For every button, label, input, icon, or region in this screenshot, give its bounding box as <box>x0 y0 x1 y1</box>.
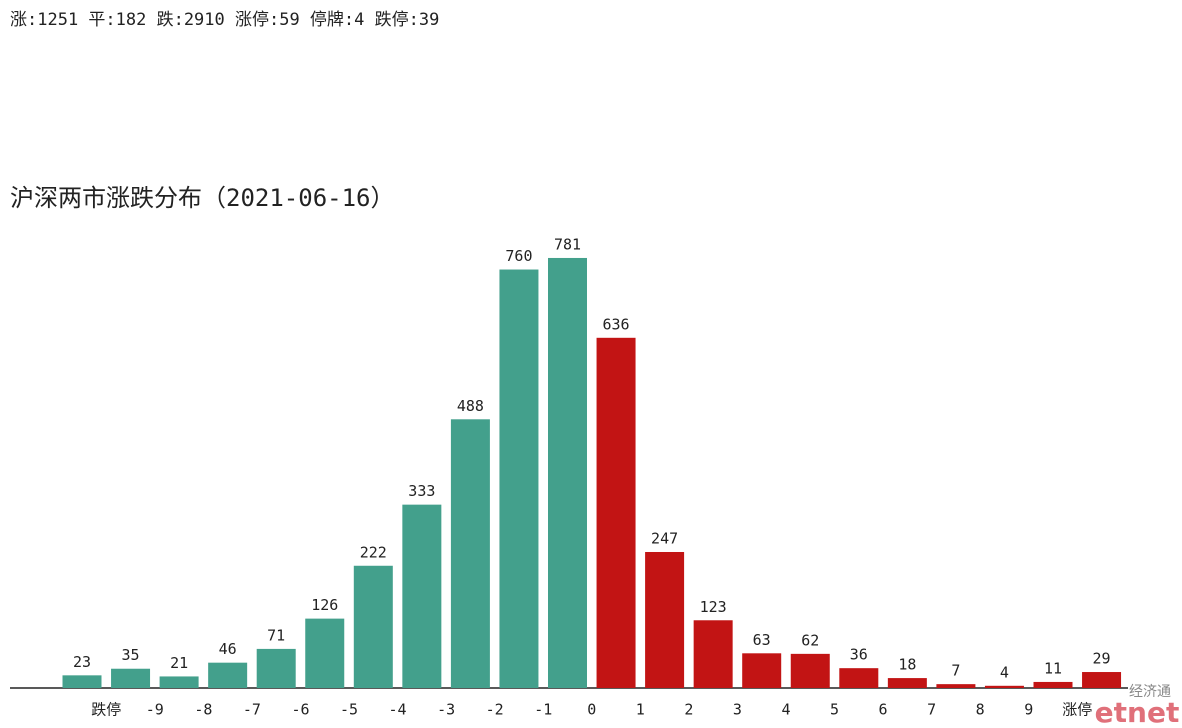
x-tick-label: 9 <box>1024 701 1033 719</box>
value-label: 46 <box>219 640 237 658</box>
x-tick-label: -1 <box>534 701 552 719</box>
value-label: 18 <box>898 656 916 674</box>
bar <box>256 648 296 688</box>
x-tick-label: 2 <box>684 701 693 719</box>
bar <box>936 684 976 688</box>
bar <box>645 551 685 688</box>
bar <box>790 653 830 688</box>
chart-title: 沪深两市涨跌分布（2021-06-16） <box>10 184 395 212</box>
bar <box>984 685 1024 688</box>
bar <box>305 618 345 688</box>
value-label: 333 <box>408 482 435 500</box>
value-label: 35 <box>122 646 140 664</box>
value-label: 36 <box>850 646 868 664</box>
bar <box>548 257 587 688</box>
value-label: 126 <box>311 596 338 614</box>
bar <box>111 668 151 688</box>
x-tick-label: -2 <box>486 701 504 719</box>
bar <box>353 565 393 688</box>
bar <box>450 419 490 688</box>
x-tick-label: 6 <box>879 701 888 719</box>
value-label: 222 <box>360 543 387 561</box>
bar <box>1033 681 1073 688</box>
x-tick-label: -9 <box>146 701 164 719</box>
value-label: 488 <box>457 397 484 415</box>
x-tick-label: 涨停 <box>1062 701 1092 719</box>
value-label: 4 <box>1000 663 1009 681</box>
value-label: 247 <box>651 529 678 547</box>
watermark-cn: 经济通 <box>1129 684 1171 700</box>
x-tick-label: 跌停 <box>91 701 121 719</box>
x-tick-label: -4 <box>389 701 407 719</box>
x-tick-label: 8 <box>976 701 985 719</box>
x-tick-label: 0 <box>587 701 596 719</box>
x-tick-label: 7 <box>927 701 936 719</box>
value-label: 62 <box>801 631 819 649</box>
value-label: 23 <box>73 653 91 671</box>
bar <box>839 668 879 688</box>
value-label: 781 <box>554 235 581 253</box>
value-label: 123 <box>700 598 727 616</box>
x-tick-label: 3 <box>733 701 742 719</box>
x-tick-label: -3 <box>437 701 455 719</box>
value-label: 29 <box>1093 650 1111 668</box>
value-label: 11 <box>1044 659 1062 677</box>
bar <box>693 620 733 688</box>
bar <box>499 269 539 688</box>
x-tick-label: 4 <box>781 701 790 719</box>
x-tick-label: -8 <box>194 701 212 719</box>
bar <box>208 662 248 688</box>
x-tick-label: 1 <box>636 701 645 719</box>
x-tick-label: -7 <box>243 701 261 719</box>
x-tick-label: -6 <box>291 701 309 719</box>
bar <box>742 653 782 688</box>
value-label: 71 <box>267 626 285 644</box>
x-tick-label: 5 <box>830 701 839 719</box>
value-label: 21 <box>170 654 188 672</box>
bar <box>1082 672 1122 688</box>
bar <box>62 675 102 688</box>
value-label: 636 <box>603 315 630 333</box>
bar <box>402 504 442 688</box>
bar <box>159 676 199 688</box>
x-tick-label: -5 <box>340 701 358 719</box>
value-label: 760 <box>505 247 532 265</box>
value-label: 7 <box>951 662 960 680</box>
bar <box>596 337 636 688</box>
watermark-en: etnet <box>1095 696 1180 728</box>
value-label: 63 <box>753 631 771 649</box>
summary: 涨:1251 平:182 跌:2910 涨停:59 停牌:4 跌停:39 <box>10 10 439 30</box>
bar <box>887 678 927 688</box>
